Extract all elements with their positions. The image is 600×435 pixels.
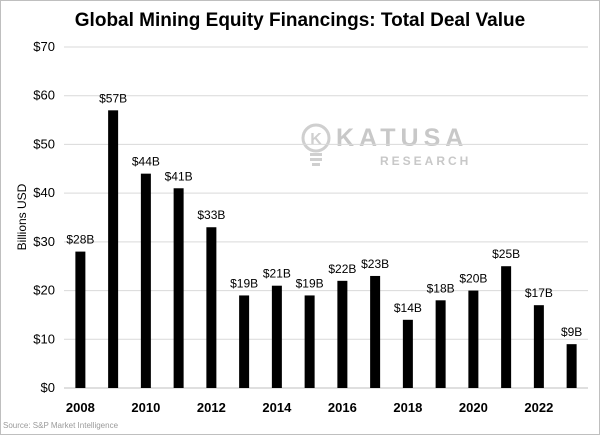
y-tick-label: $0 <box>41 380 55 395</box>
data-label: $28B <box>66 233 94 247</box>
data-label: $23B <box>361 257 389 271</box>
bar <box>239 295 250 388</box>
data-label: $41B <box>165 169 193 183</box>
bar <box>337 280 348 388</box>
bar <box>271 285 282 388</box>
y-tick-label: $40 <box>33 185 55 200</box>
x-axis-ticks: 2008 2010 2012 2014 2016 2018 2020 2022 <box>66 400 553 415</box>
data-labels: $28B $57B $44B $41B $33B $19B $21B $19B $22B $23B… <box>66 91 582 339</box>
y-tick-label: $70 <box>33 39 55 54</box>
bar <box>304 295 315 388</box>
y-axis-ticks: $0 $10 $20 $30 $40 $50 $60 $70 <box>33 39 55 395</box>
y-tick-label: $60 <box>33 88 55 103</box>
bar <box>468 290 479 388</box>
bar <box>75 251 86 388</box>
x-tick-label: 2016 <box>328 400 357 415</box>
bar <box>370 275 381 388</box>
bar <box>206 227 217 388</box>
svg-text:K: K <box>310 131 322 148</box>
chart-title: Global Mining Equity Financings: Total D… <box>74 10 526 31</box>
y-tick-label: $20 <box>33 283 55 298</box>
data-label: $9B <box>561 325 582 339</box>
bar <box>566 344 577 388</box>
data-label: $14B <box>394 301 422 315</box>
data-label: $19B <box>230 276 258 290</box>
watermark-sub: RESEARCH <box>380 154 472 168</box>
bar <box>435 300 446 388</box>
data-label: $44B <box>132 155 160 169</box>
bar <box>140 173 151 388</box>
y-tick-label: $50 <box>33 136 55 151</box>
data-label: $22B <box>328 262 356 276</box>
x-tick-label: 2014 <box>262 400 292 415</box>
y-tick-label: $10 <box>33 331 55 346</box>
source-note: Source: S&P Market Intelligence <box>3 421 119 430</box>
data-label: $19B <box>296 276 324 290</box>
x-tick-label: 2020 <box>459 400 488 415</box>
y-tick-label: $30 <box>33 234 55 249</box>
bar <box>501 266 512 388</box>
x-tick-label: 2008 <box>66 400 95 415</box>
x-tick-label: 2012 <box>197 400 226 415</box>
bar <box>173 188 184 388</box>
data-label: $21B <box>263 267 291 281</box>
data-label: $33B <box>197 208 225 222</box>
data-label: $17B <box>525 286 553 300</box>
y-axis-title: Billions USD <box>15 183 29 250</box>
bars <box>75 110 577 388</box>
data-label: $25B <box>492 247 520 261</box>
x-tick-label: 2010 <box>131 400 160 415</box>
bar <box>402 319 413 388</box>
x-tick-label: 2018 <box>393 400 422 415</box>
grid-lines <box>64 46 588 389</box>
watermark-brand: KATUSA <box>336 124 469 152</box>
data-label: $18B <box>427 281 455 295</box>
lightbulb-k-icon: K <box>301 123 331 166</box>
data-label: $57B <box>99 91 127 105</box>
bar <box>108 110 119 388</box>
data-label: $20B <box>459 272 487 286</box>
bar <box>533 305 544 388</box>
watermark-logo: K KATUSA RESEARCH <box>300 122 470 174</box>
x-tick-label: 2022 <box>524 400 553 415</box>
